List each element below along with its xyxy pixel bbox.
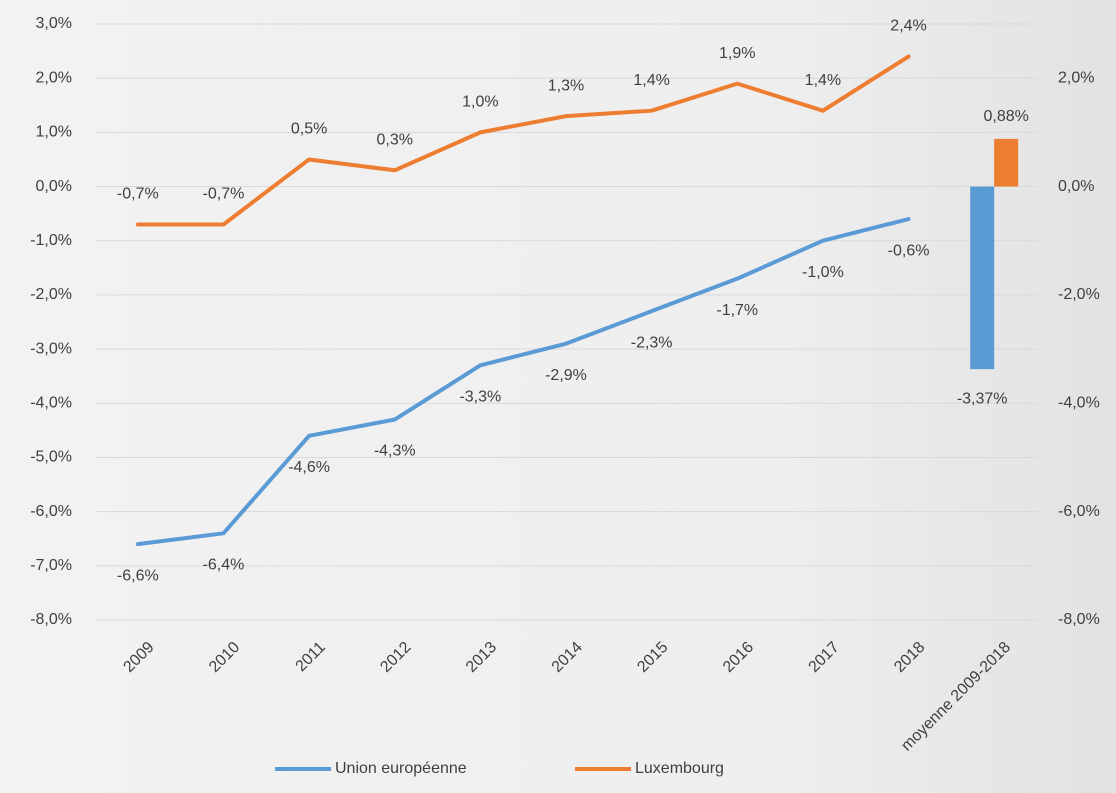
x-tick-label: 2011 (293, 639, 329, 675)
y-tick-label: -6,0% (30, 503, 72, 520)
data-label: 1,3% (548, 77, 584, 94)
legend-label: Union européenne (335, 760, 467, 777)
x-tick-label: 2012 (377, 639, 414, 676)
y-tick-label: 2,0% (36, 69, 72, 86)
data-label: -1,0% (802, 264, 844, 281)
data-label: -3,37% (957, 390, 1008, 407)
data-label: -6,4% (203, 557, 245, 574)
data-label: 2,4% (890, 18, 926, 35)
x-tick-label: 2017 (806, 639, 843, 676)
data-label: 0,88% (983, 108, 1028, 125)
data-label: -0,7% (203, 186, 245, 203)
y2-tick-label: -6,0% (1058, 503, 1100, 520)
y-tick-label: -2,0% (30, 286, 72, 303)
y-tick-label: 1,0% (36, 124, 72, 141)
x-tick-label: 2009 (120, 639, 157, 676)
y-tick-label: -1,0% (30, 232, 72, 249)
data-label: -2,3% (631, 334, 673, 351)
y-tick-label: -8,0% (30, 611, 72, 628)
y2-tick-label: -2,0% (1058, 286, 1100, 303)
data-label: -0,6% (888, 242, 930, 259)
legend-label: Luxembourg (635, 760, 724, 777)
y-tick-label: -7,0% (30, 557, 72, 574)
x-tick-label: 2016 (720, 639, 757, 676)
y-tick-label: 0,0% (36, 178, 72, 195)
data-label: 1,4% (633, 72, 669, 89)
y-tick-label: -5,0% (30, 449, 72, 466)
bar (970, 186, 995, 370)
y-tick-label: -4,0% (30, 394, 72, 411)
y2-tick-label: 2,0% (1058, 69, 1094, 86)
y-tick-label: 3,0% (36, 15, 72, 32)
bar (994, 138, 1019, 187)
data-label: -6,6% (117, 567, 159, 584)
x-tick-label: 2015 (634, 639, 671, 676)
y-tick-label: -3,0% (30, 340, 72, 357)
data-label: 1,4% (805, 72, 841, 89)
data-label: 0,3% (376, 132, 412, 149)
y2-tick-label: 0,0% (1058, 178, 1094, 195)
line (135, 54, 911, 227)
y2-tick-label: -4,0% (1058, 394, 1100, 411)
x-tick-label: 2014 (549, 639, 586, 676)
data-label: -3,3% (459, 389, 501, 406)
data-label: -4,3% (374, 443, 416, 460)
data-label: -2,9% (545, 367, 587, 384)
data-label: 0,5% (291, 121, 327, 138)
data-label: -4,6% (288, 459, 330, 476)
data-label: 1,9% (719, 45, 755, 62)
x-tick-label: 2010 (206, 639, 243, 676)
line (135, 217, 911, 547)
y2-tick-label: -8,0% (1058, 611, 1100, 628)
x-tick-label: 2013 (463, 639, 500, 676)
x-tick-label: 2018 (891, 639, 928, 676)
data-label: -1,7% (716, 302, 758, 319)
data-label: -0,7% (117, 186, 159, 203)
data-label: 1,0% (462, 94, 498, 111)
